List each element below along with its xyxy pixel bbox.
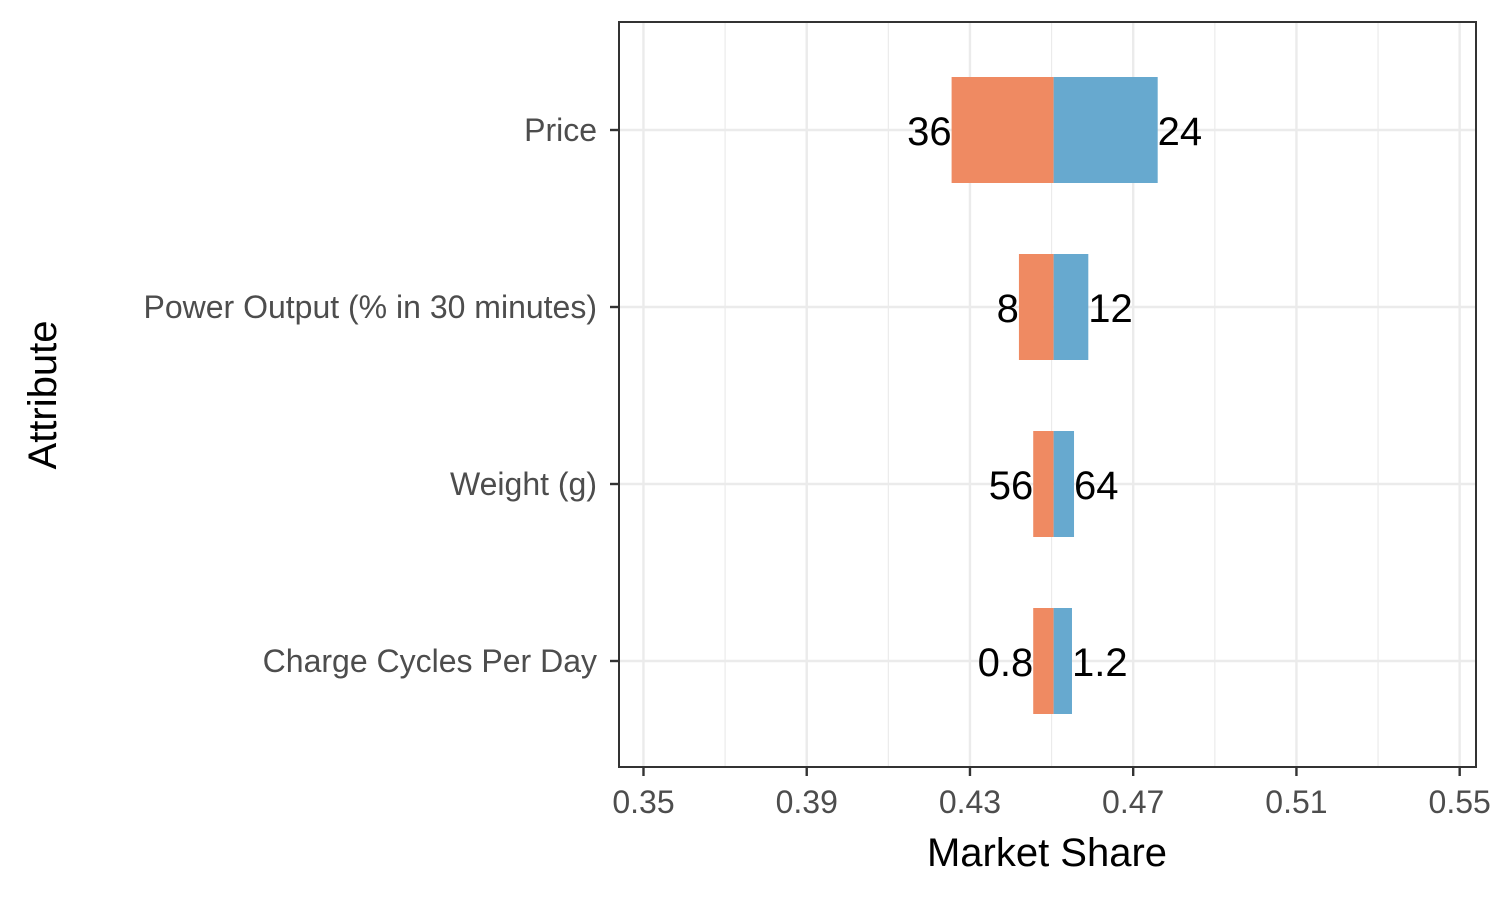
bar-value-label: 36 bbox=[907, 110, 952, 154]
x-tick-label: 0.55 bbox=[1429, 784, 1491, 820]
x-tick-label: 0.43 bbox=[939, 784, 1001, 820]
panel-border bbox=[618, 21, 1477, 768]
x-tick-label: 0.51 bbox=[1265, 784, 1327, 820]
bar bbox=[1053, 77, 1158, 183]
bar bbox=[1018, 254, 1054, 360]
x-tick-label: 0.47 bbox=[1102, 784, 1164, 820]
y-axis-title: Attribute bbox=[21, 321, 65, 470]
x-axis-title: Market Share bbox=[927, 831, 1167, 875]
y-tick-label: Power Output (% in 30 minutes) bbox=[143, 289, 597, 325]
bar-labels: 36 8 56 0.8 24 12 64 1.2 bbox=[907, 110, 1202, 685]
bar-value-label: 64 bbox=[1074, 464, 1119, 508]
y-tick-label: Weight (g) bbox=[450, 466, 597, 502]
bar-value-label: 0.8 bbox=[978, 641, 1034, 685]
bar-value-label: 8 bbox=[997, 287, 1019, 331]
bars bbox=[951, 77, 1158, 714]
bar-value-label: 24 bbox=[1158, 110, 1203, 154]
x-tick-label: 0.35 bbox=[612, 784, 674, 820]
bar-value-label: 12 bbox=[1088, 287, 1133, 331]
bar bbox=[1053, 431, 1075, 537]
bar bbox=[951, 77, 1054, 183]
y-tick-label: Charge Cycles Per Day bbox=[263, 643, 597, 679]
x-tick-label: 0.39 bbox=[776, 784, 838, 820]
y-axis: Price Power Output (% in 30 minutes) Weigh… bbox=[143, 112, 619, 679]
bar bbox=[1053, 608, 1072, 714]
bar bbox=[1033, 608, 1054, 714]
bar-value-label: 1.2 bbox=[1072, 641, 1128, 685]
x-axis: 0.35 0.39 0.43 0.47 0.51 0.55 bbox=[612, 767, 1491, 820]
bar-value-label: 56 bbox=[989, 464, 1034, 508]
bar bbox=[1053, 254, 1089, 360]
y-tick-label: Price bbox=[524, 112, 597, 148]
bar bbox=[1033, 431, 1054, 537]
